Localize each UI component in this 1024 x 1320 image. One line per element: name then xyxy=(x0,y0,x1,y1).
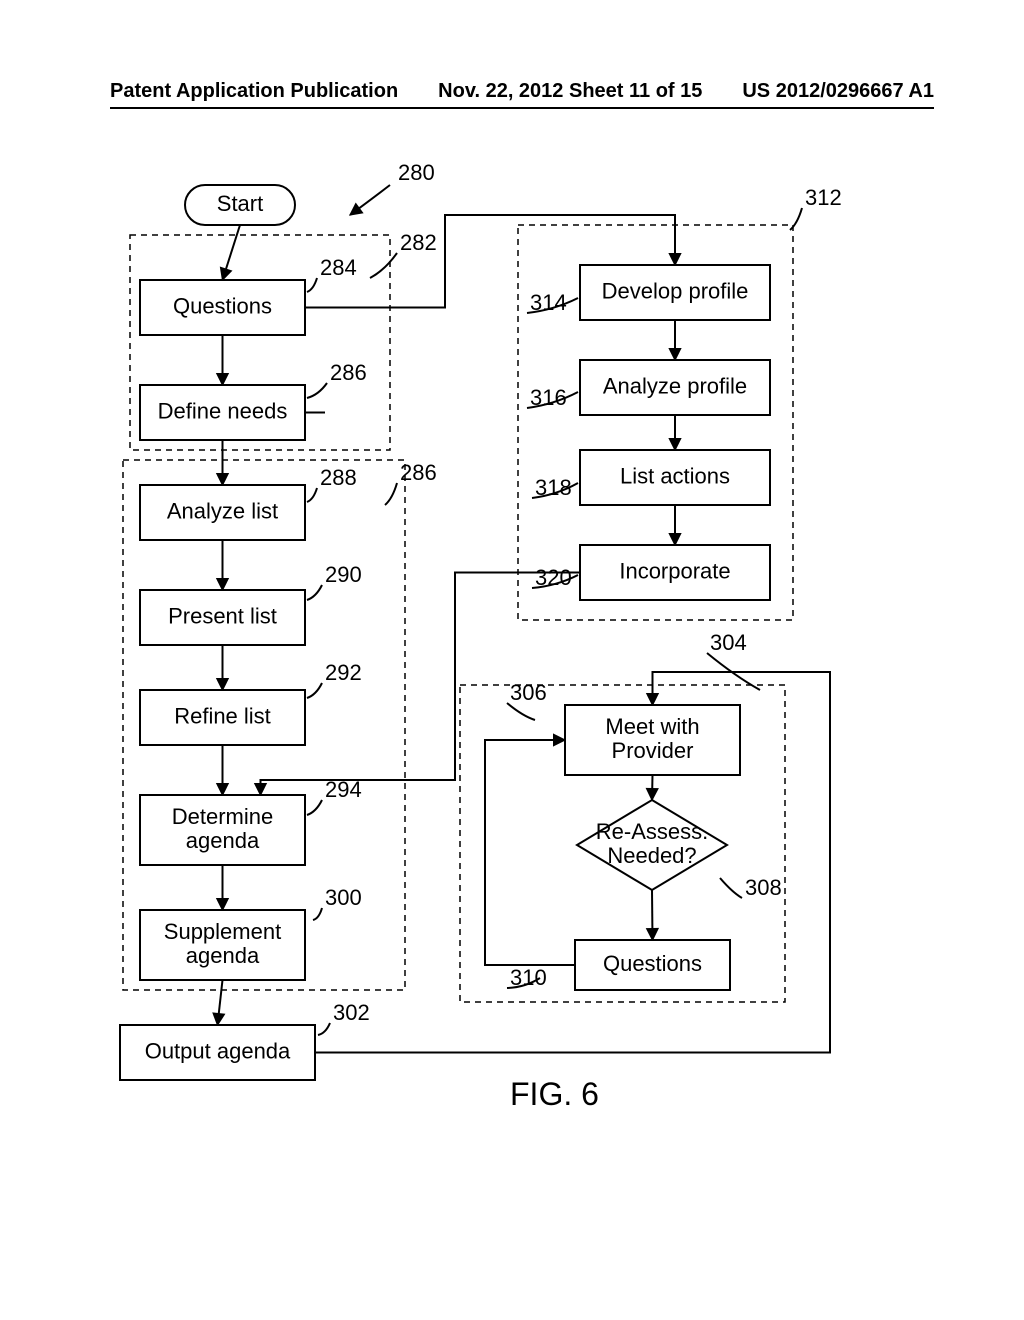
svg-text:Questions: Questions xyxy=(603,951,702,976)
svg-text:Define needs: Define needs xyxy=(158,398,288,423)
svg-text:Determine: Determine xyxy=(172,804,273,829)
page: Patent Application Publication Nov. 22, … xyxy=(0,0,1024,1320)
svg-text:284: 284 xyxy=(320,255,357,280)
svg-text:Refine list: Refine list xyxy=(174,703,271,728)
svg-text:Re-Assess.: Re-Assess. xyxy=(596,819,708,844)
svg-text:Incorporate: Incorporate xyxy=(619,558,730,583)
svg-text:Develop profile: Develop profile xyxy=(602,278,749,303)
svg-text:agenda: agenda xyxy=(186,828,260,853)
svg-text:286: 286 xyxy=(400,460,437,485)
svg-text:agenda: agenda xyxy=(186,943,260,968)
svg-text:Start: Start xyxy=(217,191,263,216)
svg-text:Supplement: Supplement xyxy=(164,919,281,944)
svg-text:Meet with: Meet with xyxy=(605,714,699,739)
svg-text:List actions: List actions xyxy=(620,463,730,488)
svg-text:Provider: Provider xyxy=(612,738,694,763)
svg-text:Output agenda: Output agenda xyxy=(145,1038,291,1063)
svg-text:280: 280 xyxy=(398,160,435,185)
svg-text:288: 288 xyxy=(320,465,357,490)
figure-label: FIG. 6 xyxy=(510,1076,599,1112)
svg-text:286: 286 xyxy=(330,360,367,385)
svg-text:Analyze profile: Analyze profile xyxy=(603,373,747,398)
svg-text:308: 308 xyxy=(745,875,782,900)
svg-text:300: 300 xyxy=(325,885,362,910)
svg-text:Questions: Questions xyxy=(173,293,272,318)
svg-text:292: 292 xyxy=(325,660,362,685)
svg-text:290: 290 xyxy=(325,562,362,587)
svg-text:304: 304 xyxy=(710,630,747,655)
svg-text:306: 306 xyxy=(510,680,547,705)
svg-text:302: 302 xyxy=(333,1000,370,1025)
svg-text:294: 294 xyxy=(325,777,362,802)
svg-text:Needed?: Needed? xyxy=(607,843,696,868)
svg-text:282: 282 xyxy=(400,230,437,255)
svg-text:Present list: Present list xyxy=(168,603,277,628)
svg-text:Analyze list: Analyze list xyxy=(167,498,278,523)
svg-text:312: 312 xyxy=(805,185,842,210)
flowchart-svg: Start Questions Define needs Analyze list Pr… xyxy=(0,0,1024,1320)
